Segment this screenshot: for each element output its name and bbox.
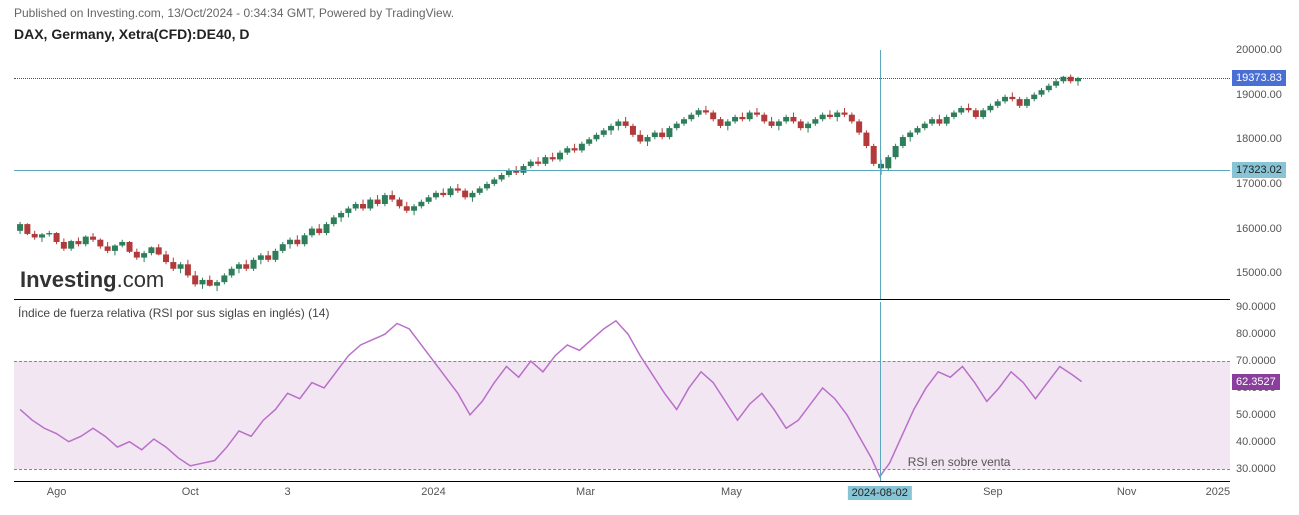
symbol-label: DAX, Germany, Xetra(CFD):DE40, D: [14, 26, 249, 42]
logo-thin: .com: [117, 267, 165, 292]
x-tick: Sep: [983, 486, 1003, 498]
publish-header: Published on Investing.com, 13/Oct/2024 …: [14, 6, 454, 20]
rsi-y-tick: 70.0000: [1236, 355, 1276, 367]
crosshair-vertical-line: [880, 302, 881, 481]
rsi-y-tick: 50.0000: [1236, 409, 1276, 421]
crosshair-vertical-line: [880, 50, 881, 299]
price-chart-pane[interactable]: Investing.com: [14, 50, 1230, 300]
x-tick: 3: [285, 486, 291, 498]
rsi-chart-pane[interactable]: Índice de fuerza relativa (RSI por sus s…: [14, 302, 1230, 482]
x-tick: 2024: [421, 486, 445, 498]
rsi-annotation: RSI en sobre venta: [908, 455, 1011, 469]
price-y-tick: 18000.00: [1236, 133, 1282, 145]
rsi-y-tick: 30.0000: [1236, 463, 1276, 475]
current-price-line: [14, 78, 1230, 79]
rsi-y-axis: 30.000040.000050.000060.000070.000080.00…: [1232, 302, 1297, 482]
price-y-tick: 16000.00: [1236, 223, 1282, 235]
x-tick: 2025: [1206, 486, 1230, 498]
x-tick: Mar: [576, 486, 595, 498]
x-tick: Nov: [1117, 486, 1137, 498]
current-price-badge: 19373.83: [1232, 70, 1286, 86]
x-tick: Oct: [182, 486, 199, 498]
price-candles: [14, 50, 1230, 300]
support-price-badge: 17323.02: [1232, 162, 1286, 178]
x-tick: Ago: [47, 486, 67, 498]
rsi-current-badge: 62.3527: [1232, 374, 1280, 390]
watermark-logo: Investing.com: [20, 267, 164, 293]
price-y-tick: 17000.00: [1236, 178, 1282, 190]
x-tick: May: [721, 486, 742, 498]
price-y-axis: 15000.00 16000.00 17000.00 18000.00 19000.00…: [1232, 50, 1297, 300]
rsi-y-tick: 40.0000: [1236, 436, 1276, 448]
price-y-tick: 19000.00: [1236, 89, 1282, 101]
rsi-line: [14, 302, 1230, 482]
price-y-tick: 15000.00: [1236, 267, 1282, 279]
rsi-y-tick: 90.0000: [1236, 301, 1276, 313]
price-y-tick: 20000.00: [1236, 44, 1282, 56]
support-line: [14, 170, 1230, 171]
rsi-indicator-label: Índice de fuerza relativa (RSI por sus s…: [18, 306, 329, 320]
logo-bold: Investing: [20, 267, 117, 292]
rsi-y-tick: 80.0000: [1236, 328, 1276, 340]
x-axis: AgoOct32024MarMayJul2024-08-02SepNov2025: [14, 484, 1230, 506]
x-tick-highlighted: 2024-08-02: [848, 486, 912, 500]
